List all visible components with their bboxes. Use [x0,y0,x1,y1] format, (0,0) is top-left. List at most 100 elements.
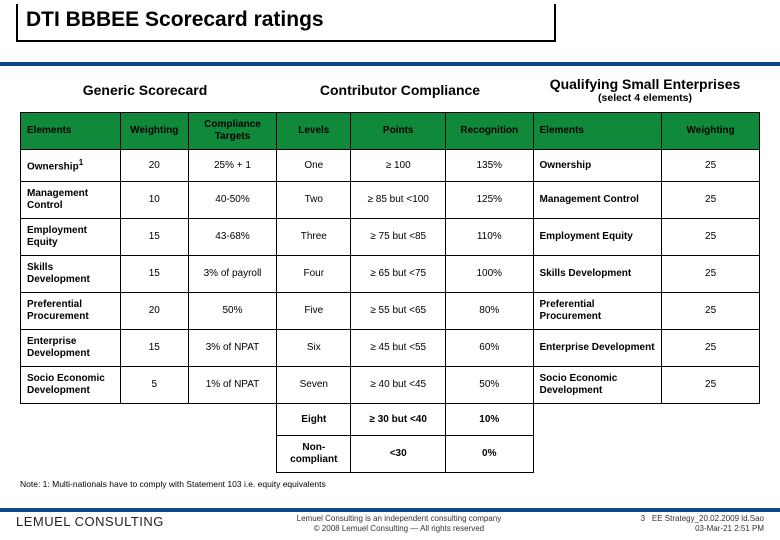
cell-weighting2: 25 [662,256,760,293]
cell-recognition: 125% [446,182,533,219]
cell-points: ≥ 45 but <55 [351,330,446,367]
cell-element: Skills Development [21,256,121,293]
cell-target: 43-68% [188,219,277,256]
cell-points: ≥ 65 but <75 [351,256,446,293]
cell-level: Six [277,330,351,367]
cell-target: 25% + 1 [188,150,277,182]
cell-element2: Employment Equity [533,219,662,256]
cell-element: Socio Economic Development [21,367,121,404]
footer-right-line1: EE Strategy_20.02.2009 ld.Sao [652,514,764,524]
slide-title: DTI BBBEE Scorecard ratings [26,8,324,32]
col-points: Points [351,113,446,150]
cell-level: Eight [277,404,351,436]
cell-weighting: 20 [120,150,188,182]
cell-recognition: 110% [446,219,533,256]
cell-element2: Preferential Procurement [533,293,662,330]
cell-weighting: 20 [120,293,188,330]
cell-level: Two [277,182,351,219]
col-elements2: Elements [533,113,662,150]
table-row: Employment Equity1543-68%Three≥ 75 but <… [21,219,760,256]
cell-weighting: 15 [120,330,188,367]
cell-target: 50% [188,293,277,330]
cell-points: ≥ 85 but <100 [351,182,446,219]
cell-level: Non-compliant [277,436,351,473]
cell-points: ≥ 40 but <45 [351,367,446,404]
col-weighting2: Weighting [662,113,760,150]
cell-recognition: 10% [446,404,533,436]
cell-level: Three [277,219,351,256]
cell-element2: Management Control [533,182,662,219]
cell-level: Seven [277,367,351,404]
cell-points: ≥ 55 but <65 [351,293,446,330]
col-elements: Elements [21,113,121,150]
cell-target: 40-50% [188,182,277,219]
table-row: Management Control1040-50%Two≥ 85 but <1… [21,182,760,219]
title-bar: DTI BBBEE Scorecard ratings [0,0,780,56]
cell-empty [21,404,277,473]
footer-logo: LEMUEL CONSULTING [16,514,164,529]
cell-weighting2: 25 [662,367,760,404]
cell-element: Management Control [21,182,121,219]
group-qse: Qualifying Small Enterprises (select 4 e… [530,70,760,110]
cell-element: Employment Equity [21,219,121,256]
table-row: Skills Development153% of payrollFour≥ 6… [21,256,760,293]
cell-points: ≥ 30 but <40 [351,404,446,436]
table-row: Preferential Procurement2050%Five≥ 55 bu… [21,293,760,330]
table-row: Ownership12025% + 1One≥ 100135%Ownership… [21,150,760,182]
footer-page: 3 [634,514,652,523]
footer: LEMUEL CONSULTING Lemuel Consulting is a… [0,512,780,540]
footer-right-line2: 03-Mar-21 2:51 PM [652,524,764,534]
footer-center-line2: © 2008 Lemuel Consulting — All rights re… [164,524,634,534]
cell-element2: Enterprise Development [533,330,662,367]
group-qse-title: Qualifying Small Enterprises [550,76,741,92]
cell-weighting2: 25 [662,182,760,219]
table-row: Socio Economic Development51% of NPATSev… [21,367,760,404]
cell-element2: Socio Economic Development [533,367,662,404]
cell-recognition: 60% [446,330,533,367]
footnote: Note: 1: Multi-nationals have to comply … [20,479,760,489]
cell-recognition: 0% [446,436,533,473]
col-targets: Compliance Targets [188,113,277,150]
cell-level: One [277,150,351,182]
cell-weighting: 5 [120,367,188,404]
cell-points: <30 [351,436,446,473]
cell-recognition: 80% [446,293,533,330]
cell-weighting: 15 [120,219,188,256]
cell-points: ≥ 100 [351,150,446,182]
cell-weighting2: 25 [662,150,760,182]
superscript-note: 1 [79,158,83,167]
cell-element: Enterprise Development [21,330,121,367]
cell-recognition: 50% [446,367,533,404]
cell-empty [533,404,759,473]
cell-element: Ownership1 [21,150,121,182]
footer-right: EE Strategy_20.02.2009 ld.Sao 03-Mar-21 … [652,514,764,535]
cell-level: Four [277,256,351,293]
col-weighting: Weighting [120,113,188,150]
cell-element2: Ownership [533,150,662,182]
cell-target: 1% of NPAT [188,367,277,404]
col-recognition: Recognition [446,113,533,150]
cell-element2: Skills Development [533,256,662,293]
cell-element: Preferential Procurement [21,293,121,330]
cell-target: 3% of payroll [188,256,277,293]
table-header-row: Elements Weighting Compliance Targets Le… [21,113,760,150]
cell-weighting: 10 [120,182,188,219]
group-contributor: Contributor Compliance [270,76,530,104]
cell-points: ≥ 75 but <85 [351,219,446,256]
group-header-row: Generic Scorecard Contributor Compliance… [20,70,760,110]
title-rule [0,62,780,66]
group-qse-sub: (select 4 elements) [534,92,756,104]
cell-target: 3% of NPAT [188,330,277,367]
title-box: DTI BBBEE Scorecard ratings [16,4,556,42]
table-row: Enterprise Development153% of NPATSix≥ 4… [21,330,760,367]
cell-recognition: 135% [446,150,533,182]
scorecard-table: Elements Weighting Compliance Targets Le… [20,112,760,473]
cell-weighting: 15 [120,256,188,293]
cell-weighting2: 25 [662,293,760,330]
footer-center: Lemuel Consulting is an independent cons… [164,514,634,535]
table-row-extra: Eight≥ 30 but <4010% [21,404,760,436]
footer-center-line1: Lemuel Consulting is an independent cons… [164,514,634,524]
col-levels: Levels [277,113,351,150]
cell-recognition: 100% [446,256,533,293]
cell-weighting2: 25 [662,330,760,367]
